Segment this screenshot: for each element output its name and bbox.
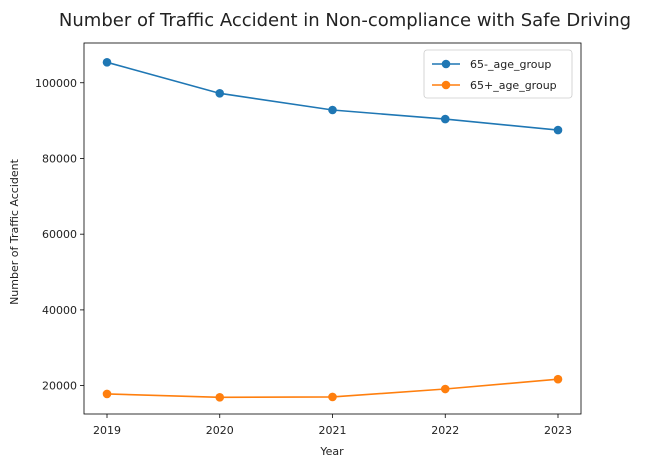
legend: 65-_age_group 65+_age_group [423,49,573,99]
data-point [102,389,112,399]
y-axis-label: Number of Traffic Accident [8,158,21,305]
data-point [440,384,450,394]
data-point [102,58,112,67]
plot-area: 2019 2020 2021 2022 2023 20000 40000 60000 80000… [35,42,582,437]
legend-label: 65+_age_group [470,79,557,92]
y-tick-label: 20000 [42,380,77,393]
y-tick-label: 60000 [42,228,77,241]
chart-title: Number of Traffic Accident in Non-compli… [59,10,631,31]
legend-marker [441,80,451,90]
x-axis-label: Year [319,445,344,458]
x-tick-label: 2023 [544,424,572,437]
data-point [215,89,225,98]
y-tick-label: 80000 [42,152,77,165]
data-point [215,393,225,402]
data-point [328,392,337,402]
data-point [553,125,563,135]
x-tick-label: 2021 [319,424,347,437]
y-tick-label: 40000 [42,304,77,317]
plot-frame [83,42,582,415]
legend-label: 65-_age_group [470,58,551,71]
x-tick-label: 2022 [431,424,459,437]
legend-marker [441,59,451,69]
x-tick-label: 2020 [206,424,234,437]
legend-box [423,49,573,99]
x-tick-label: 2019 [93,424,121,437]
data-point [553,374,563,384]
data-point [440,114,450,124]
data-point [328,105,337,115]
y-tick-label: 100000 [35,77,77,90]
